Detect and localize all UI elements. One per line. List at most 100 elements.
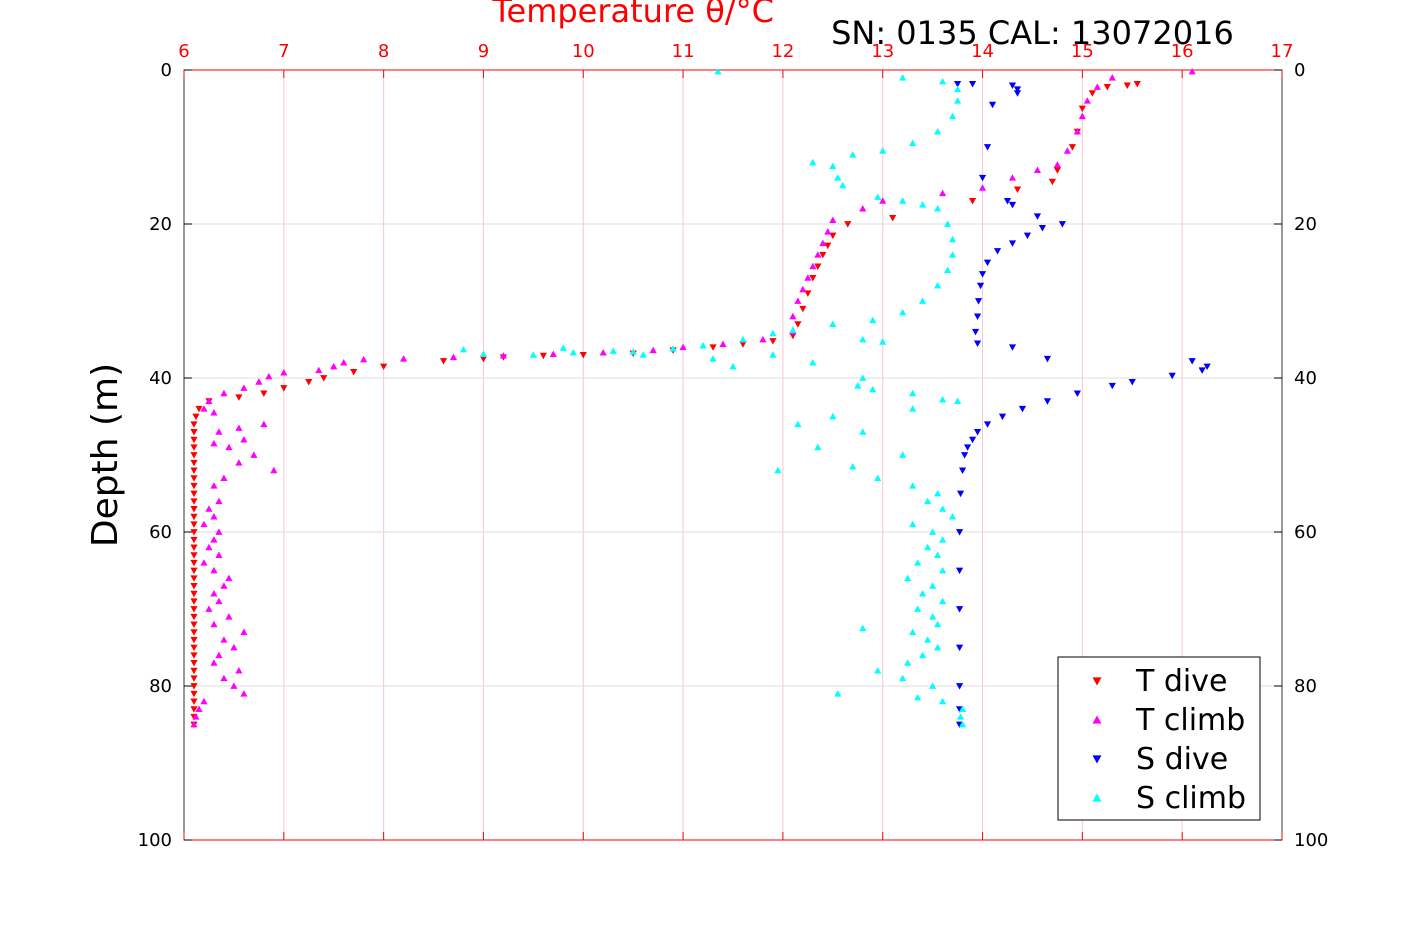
data-point (192, 713, 200, 720)
legend: T dive T climb S dive S climb (1057, 656, 1261, 821)
data-point (739, 335, 747, 343)
legend-marker (1092, 793, 1102, 802)
data-point (874, 193, 882, 200)
data-point (280, 385, 288, 392)
data-point (789, 312, 797, 320)
data-point (190, 690, 198, 698)
y-tick-label-left: 0 (161, 60, 172, 81)
data-point (205, 505, 213, 512)
data-point (190, 475, 198, 482)
data-point (869, 316, 877, 324)
data-point (939, 697, 947, 705)
data-point (804, 274, 812, 281)
data-point (215, 651, 223, 659)
data-point (955, 606, 964, 613)
data-point (934, 205, 942, 212)
data-point (190, 490, 198, 498)
data-point (799, 305, 807, 313)
data-point (929, 613, 937, 620)
data-point (1053, 161, 1062, 168)
data-point (849, 462, 857, 470)
data-point (190, 683, 198, 690)
data-point (190, 644, 198, 652)
data-point (1038, 224, 1047, 232)
y-tick-label-left: 60 (149, 522, 172, 543)
data-point (1008, 344, 1017, 351)
data-point (190, 652, 198, 659)
data-point (824, 242, 832, 250)
legend-box (1057, 656, 1261, 821)
data-point (799, 285, 807, 293)
data-point (190, 567, 198, 575)
data-point (569, 348, 577, 356)
data-point (225, 613, 233, 620)
data-point (190, 590, 198, 598)
data-point (844, 221, 852, 228)
data-point (879, 338, 887, 345)
data-point (909, 628, 917, 635)
data-point (449, 353, 458, 361)
data-point (210, 566, 218, 574)
data-point (955, 683, 964, 690)
data-point (949, 251, 957, 258)
data-point (1008, 201, 1017, 209)
legend-marker (1092, 677, 1102, 686)
data-point (1053, 167, 1062, 174)
data-point (190, 429, 198, 436)
data-point (190, 498, 198, 505)
data-point (235, 394, 243, 401)
data-point (280, 369, 288, 376)
data-point (1103, 84, 1111, 91)
data-point (360, 355, 368, 363)
data-point (210, 536, 218, 543)
data-point (1018, 405, 1027, 413)
data-point (1078, 112, 1086, 120)
data-point (988, 101, 997, 109)
data-point (719, 340, 727, 347)
data-point (794, 297, 802, 304)
data-point (230, 682, 238, 689)
data-point (879, 147, 887, 154)
data-point (859, 335, 867, 343)
legend-label: T climb (1135, 703, 1245, 738)
data-point (190, 536, 198, 544)
data-point (824, 228, 832, 235)
series-t-climb (190, 67, 1196, 728)
data-point (924, 497, 932, 505)
data-point (210, 439, 218, 447)
data-point (559, 344, 567, 351)
x-tick-label: 7 (278, 41, 289, 62)
data-point (210, 513, 218, 520)
data-point (953, 80, 962, 88)
data-point (939, 77, 947, 85)
data-point (909, 520, 917, 528)
data-point (330, 362, 338, 370)
data-point (200, 520, 208, 528)
data-point (939, 505, 947, 512)
data-point (190, 421, 198, 428)
data-point (809, 359, 817, 366)
data-point (499, 352, 508, 359)
data-point (976, 282, 985, 290)
series-s-climb (459, 67, 967, 728)
data-point (1033, 166, 1042, 173)
data-point (205, 543, 213, 551)
data-point (215, 551, 223, 558)
data-point (899, 674, 907, 682)
data-point (839, 181, 847, 189)
data-point (235, 667, 243, 674)
data-point (809, 275, 817, 282)
data-point (819, 251, 827, 259)
data-point (814, 263, 822, 270)
x-tick-label: 11 (672, 41, 695, 62)
data-point (929, 582, 937, 589)
data-point (649, 346, 657, 354)
data-point (814, 443, 822, 451)
data-point (190, 575, 198, 582)
data-point (190, 436, 198, 444)
data-point (849, 151, 857, 158)
data-point (190, 606, 198, 613)
x-tick-label: 13 (871, 41, 894, 62)
data-point (240, 436, 248, 443)
